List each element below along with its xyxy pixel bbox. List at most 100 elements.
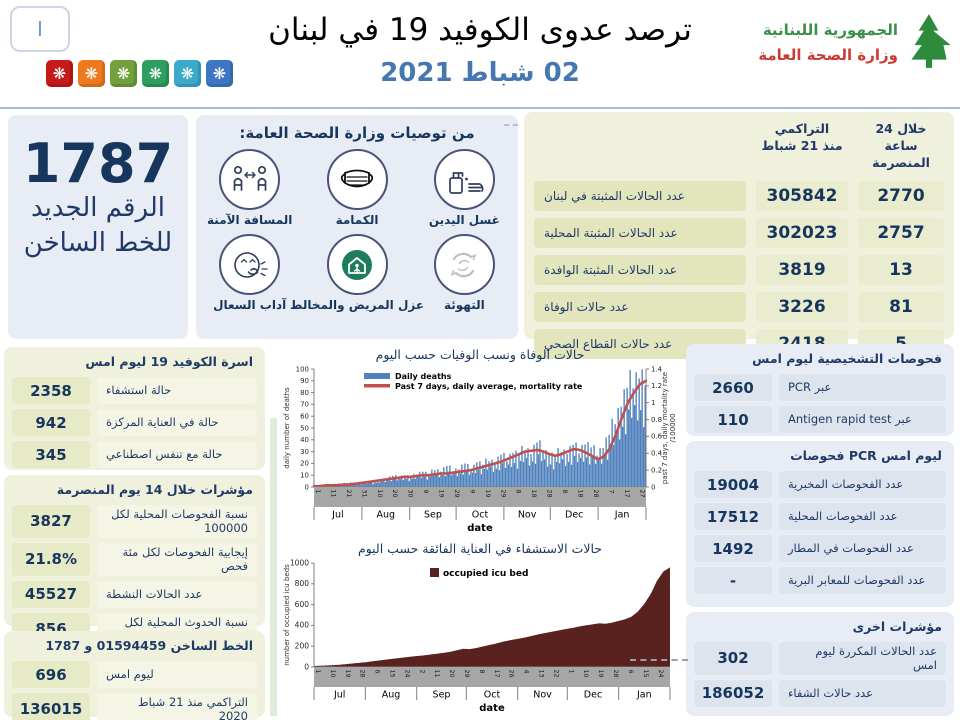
svg-text:50: 50 [300,424,309,432]
stat-label: عدد الحالات المكررة ليوم امس [779,642,946,675]
svg-text:0.2: 0.2 [651,466,662,474]
recommendation-ventilation: التهوئة [412,234,516,312]
table-row: عدد الحالات المثبتة الوافدة 3819 13 [524,254,954,285]
stat-label: نسبة الفحوصات المحلية لكل 100000 [97,505,257,538]
svg-text:19: 19 [438,490,445,498]
svg-text:28: 28 [359,670,366,678]
svg-text:0: 0 [304,662,309,671]
summary-table-header: التراكمي منذ 21 شباط خلال 24 ساعة المنصر… [524,112,954,174]
summary-table: عدد الحالات المثبتة في لبنان 305842 2770… [524,180,954,359]
hand-wash-icon [433,149,495,210]
stat-row: 3827 نسبة الفحوصات المحلية لكل 100000 [12,505,257,538]
row-24h-value: 13 [858,254,944,285]
hotline-number: 1787 [22,132,174,195]
svg-text:9: 9 [468,490,475,494]
svg-text:600: 600 [295,600,310,609]
svg-text:Sep: Sep [433,690,451,701]
card-title: مؤشرات اخرى [852,619,942,634]
deaths-mortality-chart: حالات الوفاة ونسب الوفيات حسب اليوم 0 10 2… [278,347,682,539]
stat-row: 942 حالة في العناية المركزة [12,409,257,436]
stat-row: 2358 حالة استشفاء [12,377,257,404]
svg-text:15: 15 [389,670,396,678]
svg-text:29: 29 [463,670,470,678]
stat-label: عدد الحالات النشطة [97,580,257,608]
svg-text:10: 10 [300,472,309,480]
stat-row: 21.8% إيجابية الفحوصات لكل مئة فحص [12,542,257,576]
row-cumulative-value: 305842 [756,180,848,211]
svg-text:6: 6 [627,670,634,674]
svg-text:19: 19 [344,670,351,678]
stat-row: 110 عبر Antigen rapid test [694,406,946,433]
svg-text:18: 18 [577,490,584,498]
svg-text:400: 400 [295,621,310,630]
svg-text:Jan: Jan [614,510,630,521]
safe-distance-icon [219,149,281,210]
stat-label: عبر PCR [779,374,946,401]
stat-label: عدد الفحوصات المخبرية [779,471,946,498]
svg-text:0: 0 [651,483,655,491]
svg-text:Oct: Oct [472,510,489,521]
report-date: 02 شباط 2021 [380,58,580,88]
recommendations-card: من توصيات وزارة الصحة العامة: غسل اليدين [196,115,518,339]
ministry-logo: الجمهورية اللبنانية وزارة الصحة العامة [758,12,951,74]
isolation-icon [326,234,388,295]
dashed-connector [504,124,518,126]
virus-icon-strip: ❋ ❋ ❋ ❋ ❋ ❋ [46,60,233,87]
indicators-14day-card: مؤشرات خلال 14 يوم المنصرمة 3827 نسبة ال… [4,475,265,646]
stat-row: 19004 عدد الفحوصات المخبرية [694,471,946,498]
recommendation-cough-etiquette: آداب السعال [198,234,302,312]
svg-text:1: 1 [314,490,321,494]
row-cumulative-value: 3819 [756,254,848,285]
svg-text:20: 20 [300,460,309,468]
stat-label: حالة في العناية المركزة [97,409,257,436]
svg-text:8: 8 [515,490,522,494]
decorative-strip [270,418,277,716]
svg-text:11: 11 [433,670,440,678]
virus-icon: ❋ [78,60,105,87]
svg-text:80: 80 [300,389,309,397]
svg-text:0.6: 0.6 [651,433,663,441]
svg-text:Dec: Dec [584,690,602,701]
table-row: عدد حالات القطاع الصحي 2418 5 [524,328,954,359]
hotline-caption-line1: الرقم الجديد [31,193,165,223]
header-divider [0,107,960,109]
svg-text:1.2: 1.2 [651,382,662,390]
svg-text:30: 30 [407,490,414,498]
svg-text:100: 100 [296,365,309,373]
recommendation-mask: الكمامة [305,149,409,227]
row-cumulative-value: 3226 [756,291,848,322]
stat-value: - [694,567,772,594]
stat-value: 110 [694,406,772,433]
svg-text:19: 19 [597,670,604,678]
svg-text:1: 1 [567,670,574,674]
table-row: عدد الحالات المثبتة في لبنان 305842 2770 [524,180,954,211]
stat-value: 2358 [12,377,90,404]
ministry-name-line2: وزارة الصحة العامة [758,46,898,64]
chart-title: حالات الوفاة ونسب الوفيات حسب اليوم [375,347,585,362]
svg-text:Nov: Nov [533,690,552,701]
stat-row: 186052 عدد حالات الشفاء [694,679,946,707]
svg-text:6: 6 [374,670,381,674]
chart-title: حالات الاستشفاء في العناية الفائقة حسب ا… [357,541,603,556]
svg-text:90: 90 [300,377,309,385]
svg-text:28: 28 [546,490,553,498]
ventilation-icon [433,234,495,295]
stat-label: عدد الفحوصات المحلية [779,503,946,530]
svg-text:30: 30 [300,448,309,456]
stat-value: 186052 [694,679,772,707]
svg-text:31: 31 [360,490,367,498]
svg-text:1: 1 [314,670,321,674]
corner-info-button[interactable]: I [10,6,70,52]
row-label: عدد الحالات المثبتة الوافدة [534,254,746,285]
stat-value: 136015 [12,693,90,720]
svg-text:Past 7 days, daily average, mo: Past 7 days, daily average, mortality ra… [395,382,583,391]
recommendation-safe-distance: المسافة الآمنة [198,149,302,227]
row-cumulative-value: 302023 [756,217,848,248]
svg-text:20: 20 [448,670,455,678]
svg-text:Nov: Nov [518,510,537,521]
card-title: الخط الساخن 01594459 و 1787 [45,638,253,653]
svg-text:29: 29 [453,490,460,498]
stat-value: 19004 [694,471,772,498]
stat-row: 2660 عبر PCR [694,374,946,401]
stat-label: التراكمي منذ 21 شباط 2020 [97,693,257,720]
